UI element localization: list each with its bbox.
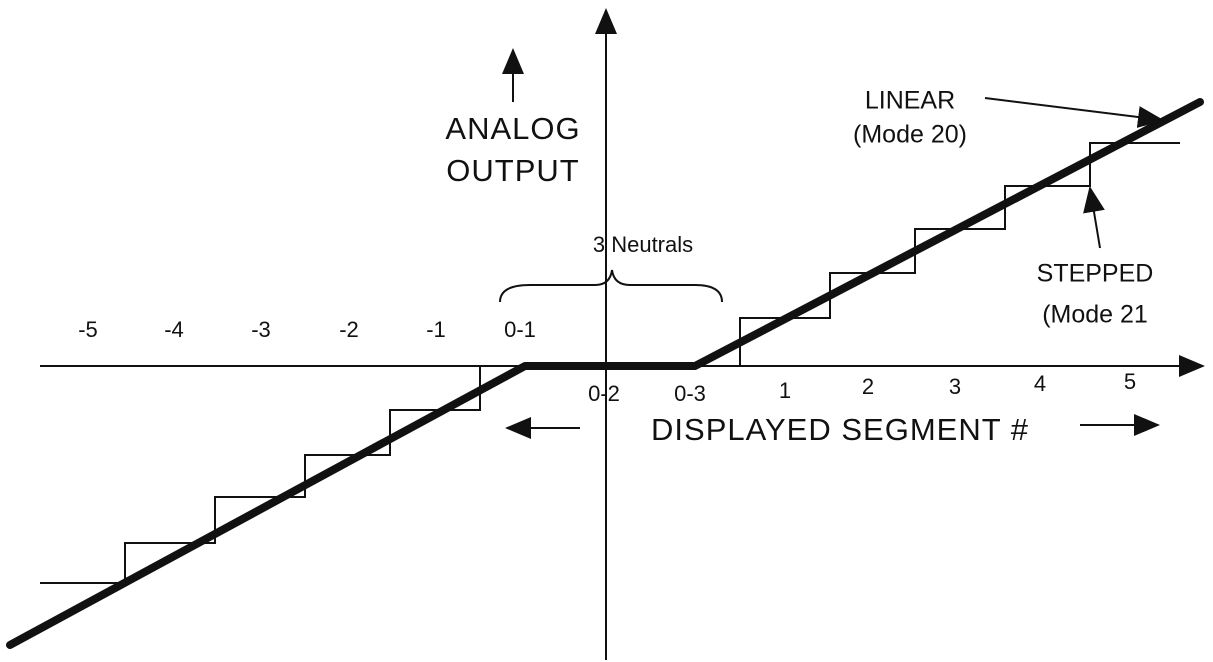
stepped-label: STEPPED (1037, 260, 1154, 288)
tick-label: -2 (339, 317, 359, 342)
tick-label: 2 (862, 374, 874, 399)
linear-label: LINEAR (865, 87, 955, 115)
y-label: OUTPUT (446, 153, 579, 188)
tick-label: 1 (779, 378, 791, 403)
neutrals-brace (499, 269, 723, 303)
tick-label: -3 (251, 317, 271, 342)
tick-label: -4 (164, 317, 184, 342)
stepped-mode: (Mode 21 (1042, 301, 1148, 329)
linear-arrow (984, 97, 1164, 128)
tick-label: 3 (949, 374, 961, 399)
tick-label: 0-2 (588, 381, 620, 406)
tick-label: 5 (1124, 369, 1136, 394)
tick-label: -5 (78, 317, 98, 342)
y-label: ANALOG (445, 111, 580, 146)
tick-labels: -5 -4 -3 -2 -1 0-1 0-2 0-3 1 2 3 4 5 (78, 317, 1136, 406)
stepped-arrow (1083, 186, 1105, 249)
tick-label: 0-1 (504, 317, 536, 342)
tick-label: 4 (1034, 371, 1046, 396)
linear-curve (6, 98, 1204, 649)
x-label: DISPLAYED SEGMENT # (651, 412, 1029, 447)
linear-mode: (Mode 20) (853, 121, 967, 149)
neutrals-label: 3 Neutrals (593, 232, 693, 257)
tick-label: 0-3 (674, 381, 706, 406)
tick-label: -1 (426, 317, 446, 342)
